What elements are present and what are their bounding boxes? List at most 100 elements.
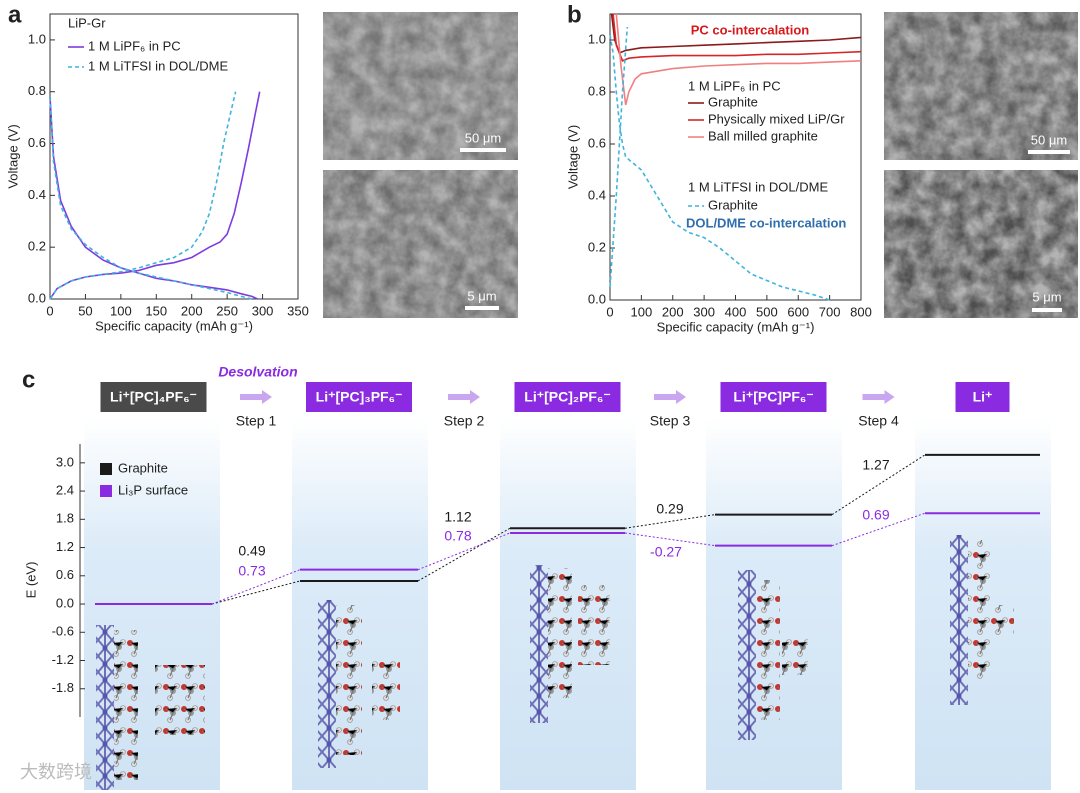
x-tick-label: 300: [693, 304, 715, 319]
x-axis-label: Specific capacity (mAh g⁻¹): [95, 318, 253, 333]
connector: [417, 532, 511, 571]
y-tick-label: 1.8: [56, 511, 74, 526]
step-value: 0.29: [656, 501, 683, 517]
state-label: Li⁺[PC]₄PF₆⁻: [110, 389, 197, 405]
x-tick-label: 400: [725, 304, 747, 319]
sem-texture: [884, 170, 1078, 318]
y-axis-label: Voltage (V): [5, 124, 20, 188]
plot-frame: [49, 13, 299, 300]
x-tick-label: 500: [756, 304, 778, 319]
watermark: 大数跨境: [20, 762, 92, 782]
y-tick-label: 0.6: [588, 135, 606, 150]
y-tick-label: 1.0: [588, 31, 606, 46]
step-value: -0.27: [650, 544, 682, 560]
legend-label: Physically mixed LiP/Gr: [708, 111, 845, 126]
annotation: LiP-Gr: [68, 15, 106, 30]
step-label: Step 1: [236, 413, 277, 429]
x-tick-label: 200: [662, 304, 684, 319]
y-tick-label: 2.4: [56, 483, 74, 498]
state-box: [955, 382, 1010, 412]
legend-label: Li₃P surface: [118, 482, 188, 497]
legend-label: Graphite: [708, 94, 758, 109]
pf6: [372, 660, 400, 720]
chart-title: Desolvation: [218, 364, 297, 380]
y-tick-label: 0.2: [588, 239, 606, 254]
x-tick-label: 300: [252, 303, 274, 318]
step-arrow: [654, 390, 686, 404]
step-value: 0.78: [444, 528, 471, 544]
state-label: Li⁺[PC]₂PF₆⁻: [524, 389, 610, 405]
y-tick-label: 3.0: [56, 454, 74, 469]
y-tick-label: 0.6: [28, 135, 46, 150]
state-label: Li⁺[PC]PF₆⁻: [733, 389, 813, 405]
annotation: PC co-intercalation: [691, 22, 810, 37]
pf6: [578, 585, 610, 665]
state-box: [306, 382, 412, 412]
y-tick-label: 0.2: [28, 239, 46, 254]
li3p-chain: [738, 570, 756, 740]
state-box: [100, 382, 207, 412]
y-tick-label: 0.4: [588, 187, 606, 202]
sem-texture: [884, 12, 1078, 160]
step-arrow: [448, 390, 480, 404]
y-tick-label: 1.2: [56, 539, 74, 554]
connector: [211, 580, 301, 605]
pc-molecule: [155, 665, 205, 735]
pf6: [990, 605, 1014, 635]
x-tick-label: 0: [606, 304, 613, 319]
scale-bar-label: 50 μm: [1031, 132, 1067, 147]
li3p-chain: [530, 565, 548, 723]
y-tick-label: 0.0: [588, 291, 606, 306]
x-axis-label: Specific capacity (mAh g⁻¹): [657, 319, 815, 334]
y-tick-label: 0.0: [28, 290, 46, 305]
molecular-structures: [96, 535, 1014, 790]
scale-bar-label: 5 μm: [467, 288, 496, 303]
legend-label: Graphite: [118, 460, 168, 475]
data-line: [615, 13, 862, 106]
legend-label: 1 M LiPF₆ in PC: [88, 38, 181, 53]
panel-label: a: [8, 1, 22, 28]
scale-bar-label: 50 μm: [465, 130, 501, 145]
scale-bar: [1028, 150, 1070, 154]
state-box: [514, 382, 621, 412]
scale-bar: [1032, 308, 1062, 312]
x-tick-label: 350: [287, 303, 309, 318]
annotation: DOL/DME co-intercalation: [686, 215, 846, 230]
pc-molecules: [336, 605, 362, 755]
scale-bar: [465, 306, 499, 310]
connector: [831, 512, 926, 547]
data-line: [612, 13, 862, 62]
x-tick-label: 800: [850, 304, 872, 319]
connector: [831, 454, 926, 516]
step-label: Step 2: [444, 413, 485, 429]
x-tick-label: 250: [216, 303, 238, 318]
connector: [624, 514, 716, 529]
y-tick-label: 0.8: [588, 83, 606, 98]
legend-swatch: [100, 463, 112, 475]
state-label: Li⁺: [973, 389, 993, 405]
scale-bar-label: 5 μm: [1032, 289, 1061, 304]
x-tick-label: 700: [819, 304, 841, 319]
panel-label: c: [22, 366, 35, 393]
data-line: [49, 91, 253, 300]
x-tick-label: 600: [787, 304, 809, 319]
panel-label: b: [567, 1, 582, 28]
pc-molecules: [114, 630, 138, 780]
y-tick-label: -0.6: [52, 624, 74, 639]
step-value: 0.69: [862, 507, 889, 523]
sem-images: 50 μm 5 μm 50 μm 5 μm: [323, 12, 1078, 318]
connector: [417, 527, 511, 582]
y-tick-label: 0.4: [28, 187, 46, 202]
pc-molecules: [756, 580, 780, 720]
x-tick-label: 150: [145, 303, 167, 318]
annotation: 1 M LiTFSI in DOL/DME: [688, 179, 828, 194]
y-axis-label: E (eV): [23, 562, 38, 599]
y-tick-label: -1.8: [52, 680, 74, 695]
step-value: 1.12: [444, 509, 471, 525]
li3p-chain: [950, 535, 968, 705]
y-tick-label: 1.0: [28, 31, 46, 46]
pc-molecules: [548, 568, 572, 698]
annotation: 1 M LiPF₆ in PC: [688, 78, 781, 93]
legend-swatch: [100, 485, 112, 497]
